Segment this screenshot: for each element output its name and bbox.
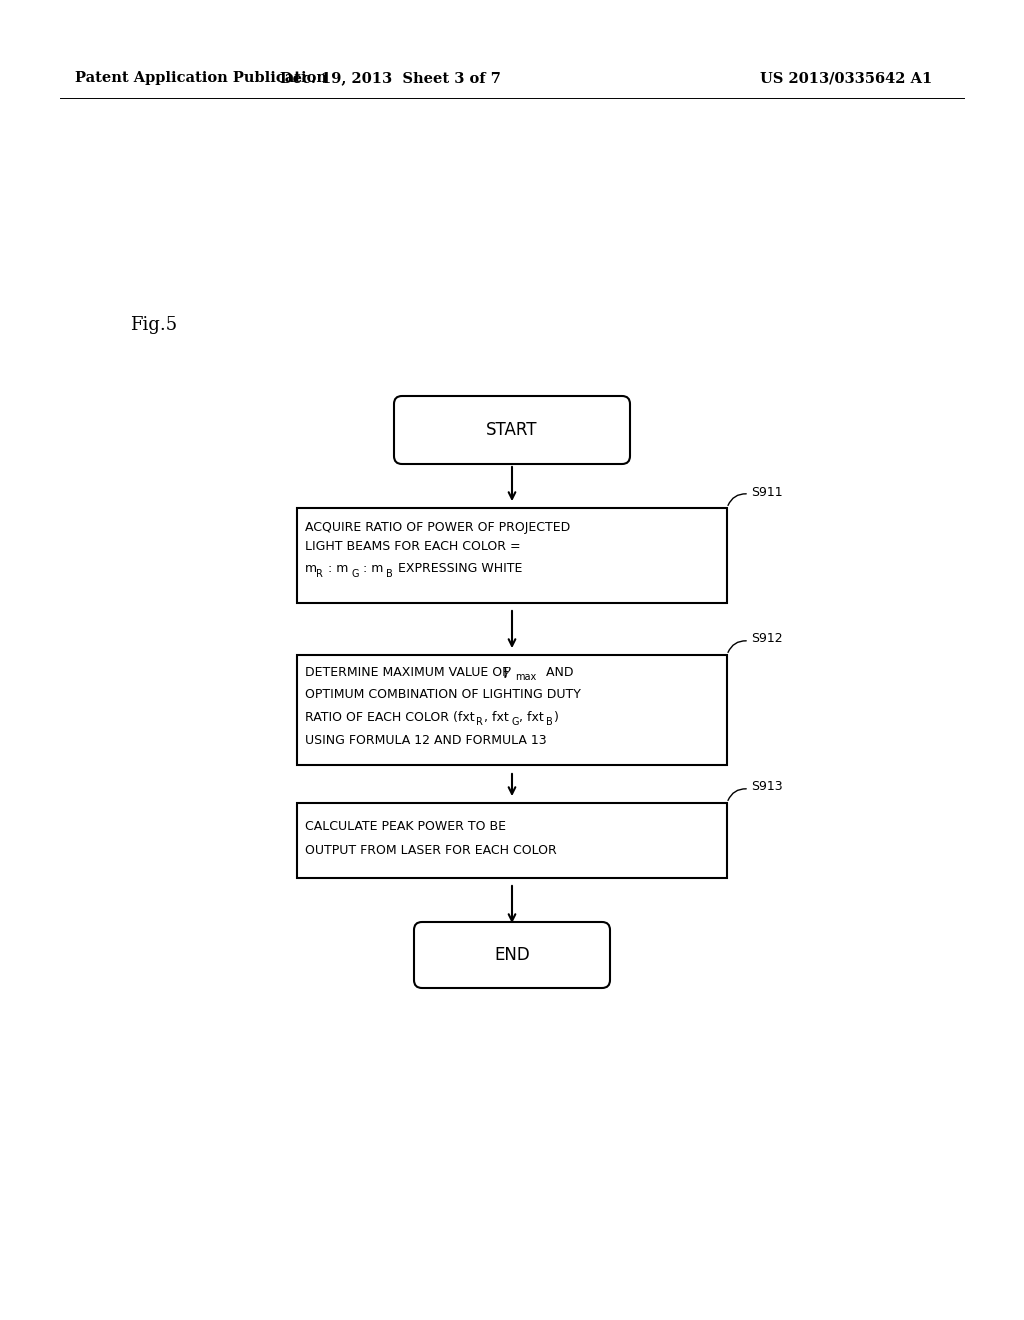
Text: US 2013/0335642 A1: US 2013/0335642 A1 <box>760 71 932 84</box>
Text: , fxt: , fxt <box>519 710 544 723</box>
Text: B: B <box>386 569 393 579</box>
Text: EXPRESSING WHITE: EXPRESSING WHITE <box>394 562 522 576</box>
FancyBboxPatch shape <box>414 921 610 987</box>
Text: B: B <box>546 717 553 727</box>
Text: END: END <box>495 946 529 964</box>
FancyBboxPatch shape <box>394 396 630 465</box>
Text: AND: AND <box>542 665 573 678</box>
Text: S912: S912 <box>751 632 782 645</box>
Text: Dec. 19, 2013  Sheet 3 of 7: Dec. 19, 2013 Sheet 3 of 7 <box>280 71 501 84</box>
Text: Fig.5: Fig.5 <box>130 315 177 334</box>
Text: G: G <box>511 717 518 727</box>
Text: DETERMINE MAXIMUM VALUE OF: DETERMINE MAXIMUM VALUE OF <box>305 665 517 678</box>
Text: RATIO OF EACH COLOR (fxt: RATIO OF EACH COLOR (fxt <box>305 710 475 723</box>
Text: : m: : m <box>324 562 348 576</box>
Text: G: G <box>351 569 358 579</box>
Text: max: max <box>515 672 537 682</box>
Text: R: R <box>476 717 483 727</box>
Text: m: m <box>305 562 317 576</box>
Text: S911: S911 <box>751 486 782 499</box>
Text: Patent Application Publication: Patent Application Publication <box>75 71 327 84</box>
Text: OUTPUT FROM LASER FOR EACH COLOR: OUTPUT FROM LASER FOR EACH COLOR <box>305 843 557 857</box>
Text: ): ) <box>554 710 559 723</box>
Text: LIGHT BEAMS FOR EACH COLOR =: LIGHT BEAMS FOR EACH COLOR = <box>305 540 520 553</box>
Text: : m: : m <box>359 562 383 576</box>
Text: R: R <box>316 569 323 579</box>
FancyBboxPatch shape <box>297 803 727 878</box>
Text: START: START <box>486 421 538 440</box>
FancyBboxPatch shape <box>297 507 727 602</box>
Text: , fxt: , fxt <box>484 710 509 723</box>
FancyBboxPatch shape <box>297 655 727 766</box>
Text: S913: S913 <box>751 780 782 793</box>
Text: USING FORMULA 12 AND FORMULA 13: USING FORMULA 12 AND FORMULA 13 <box>305 734 547 747</box>
Text: γ: γ <box>502 664 511 678</box>
Text: OPTIMUM COMBINATION OF LIGHTING DUTY: OPTIMUM COMBINATION OF LIGHTING DUTY <box>305 688 581 701</box>
Text: ACQUIRE RATIO OF POWER OF PROJECTED: ACQUIRE RATIO OF POWER OF PROJECTED <box>305 520 570 533</box>
Text: CALCULATE PEAK POWER TO BE: CALCULATE PEAK POWER TO BE <box>305 820 506 833</box>
